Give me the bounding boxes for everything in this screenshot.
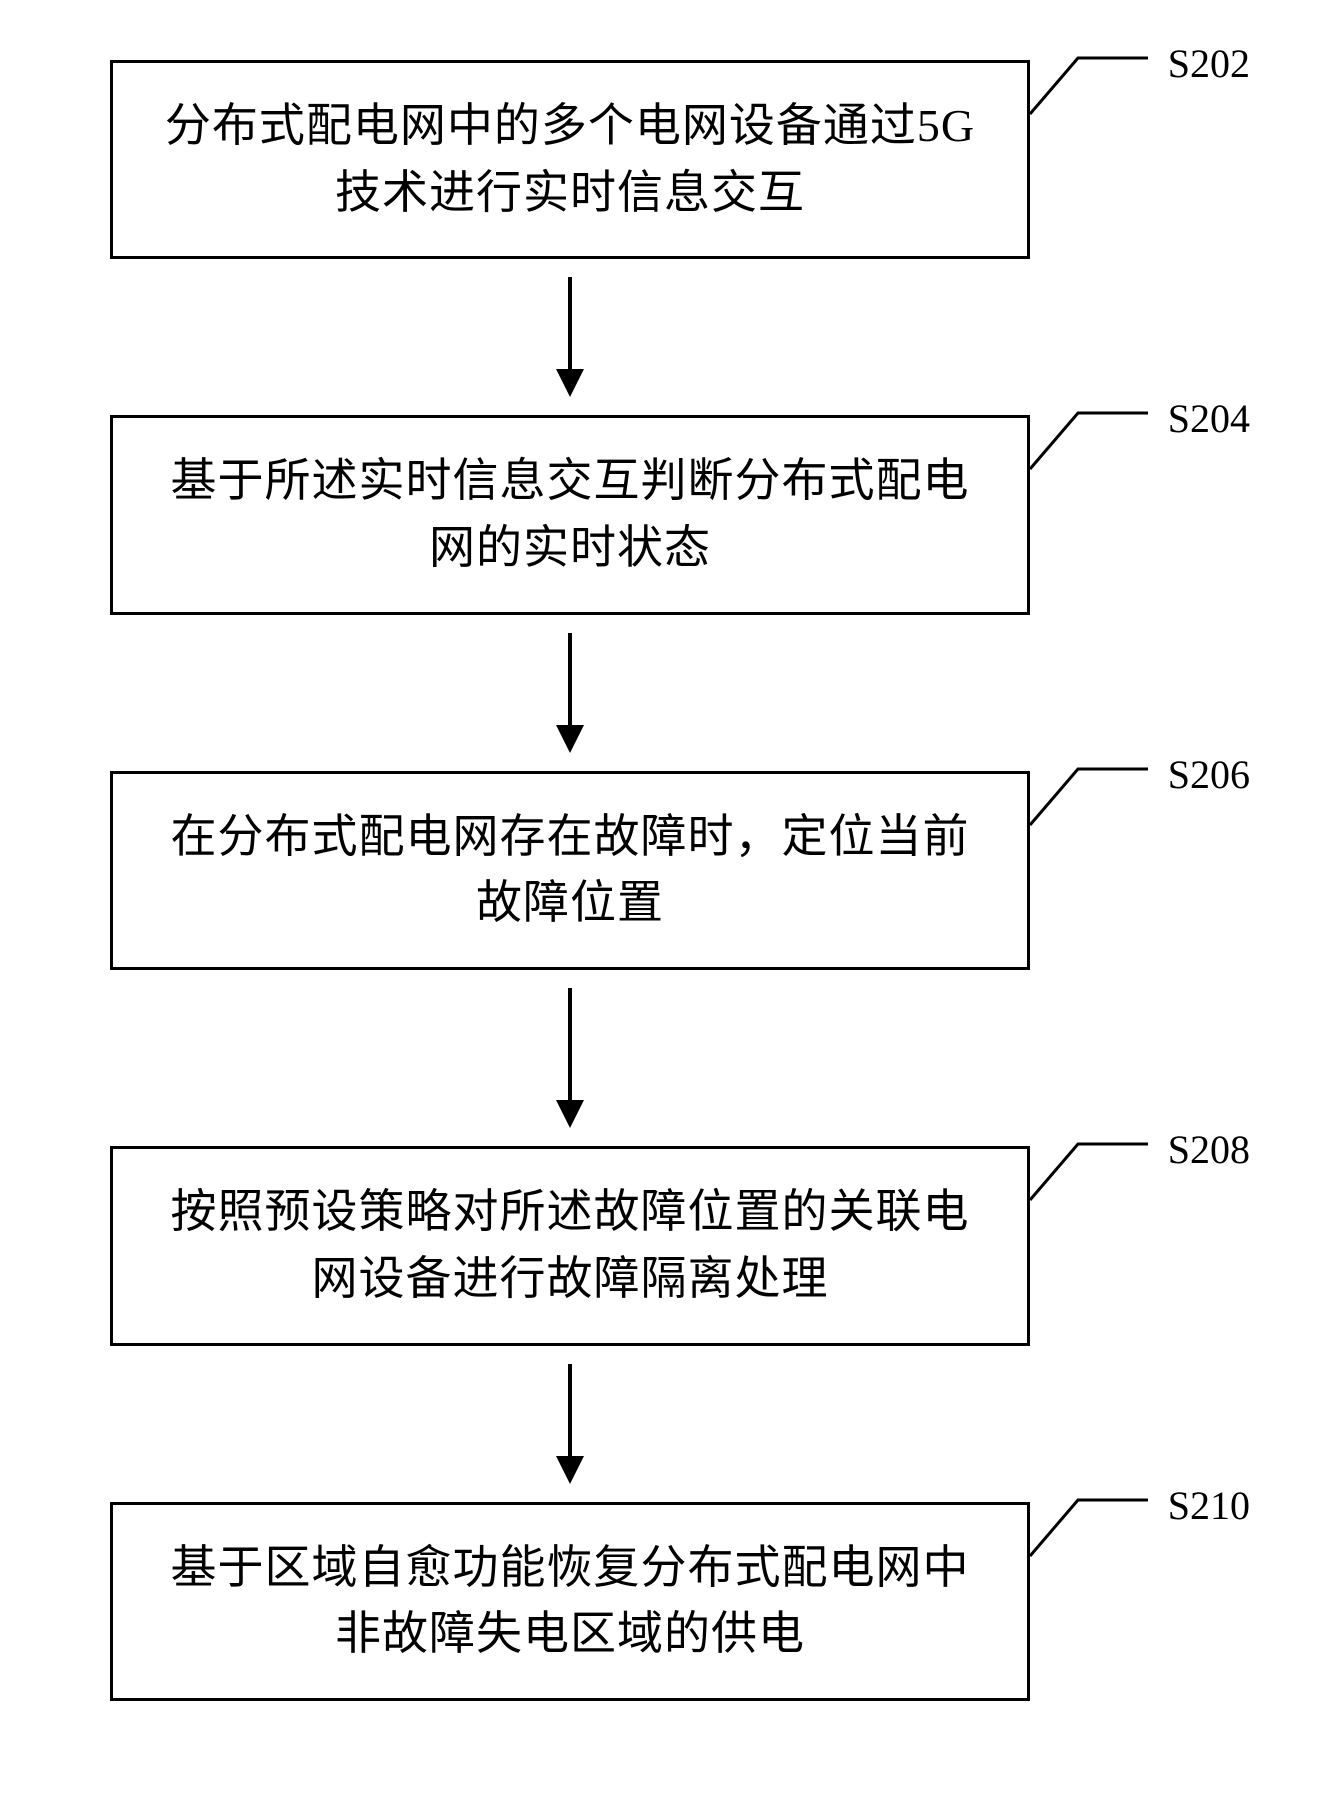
flow-box-text: 在分布式配电网存在故障时，定位当前故障位置 [153,804,987,937]
step-row: 基于区域自愈功能恢复分布式配电网中非故障失电区域的供电 S210 [80,1502,1240,1701]
flow-box-text: 按照预设策略对所述故障位置的关联电网设备进行故障隔离处理 [153,1179,987,1312]
arrow-down [110,615,1030,771]
flow-box-s206: 在分布式配电网存在故障时，定位当前故障位置 [110,771,1030,970]
flow-box-text: 分布式配电网中的多个电网设备通过5G技术进行实时信息交互 [153,93,987,226]
step-row: 基于所述实时信息交互判断分布式配电网的实时状态 S204 [80,415,1240,614]
step-row: 在分布式配电网存在故障时，定位当前故障位置 S206 [80,771,1240,970]
step-label: S210 [1168,1482,1250,1529]
step-row: 按照预设策略对所述故障位置的关联电网设备进行故障隔离处理 S208 [80,1146,1240,1345]
flowchart-container: 分布式配电网中的多个电网设备通过5G技术进行实时信息交互 S202 基于所述实时… [80,60,1240,1701]
step-label: S206 [1168,751,1250,798]
flow-box-s202: 分布式配电网中的多个电网设备通过5G技术进行实时信息交互 [110,60,1030,259]
flow-box-s204: 基于所述实时信息交互判断分布式配电网的实时状态 [110,415,1030,614]
flow-box-s210: 基于区域自愈功能恢复分布式配电网中非故障失电区域的供电 [110,1502,1030,1701]
arrow-down [110,259,1030,415]
arrow-down [110,1346,1030,1502]
flow-box-s208: 按照预设策略对所述故障位置的关联电网设备进行故障隔离处理 [110,1146,1030,1345]
step-label: S202 [1168,40,1250,87]
arrow-down [110,970,1030,1146]
flow-box-text: 基于所述实时信息交互判断分布式配电网的实时状态 [153,448,987,581]
step-label: S208 [1168,1126,1250,1173]
flow-box-text: 基于区域自愈功能恢复分布式配电网中非故障失电区域的供电 [153,1535,987,1668]
step-label: S204 [1168,395,1250,442]
step-row: 分布式配电网中的多个电网设备通过5G技术进行实时信息交互 S202 [80,60,1240,259]
